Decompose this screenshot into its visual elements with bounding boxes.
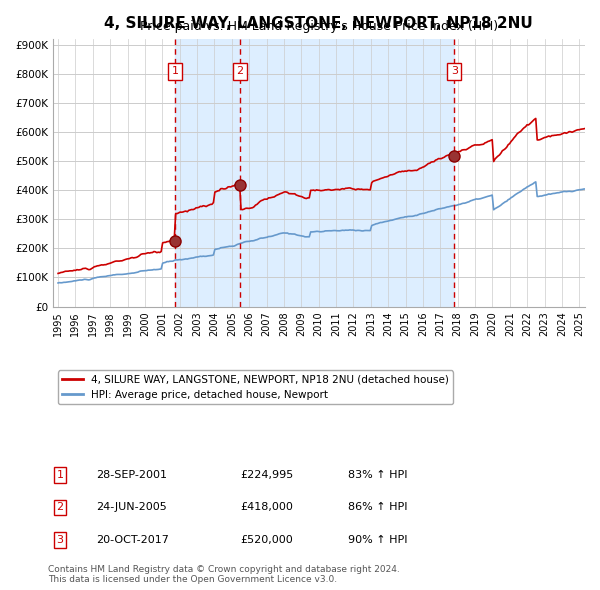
Text: 1: 1 — [172, 67, 179, 77]
Title: 4, SILURE WAY, LANGSTONE, NEWPORT, NP18 2NU: 4, SILURE WAY, LANGSTONE, NEWPORT, NP18 … — [104, 17, 533, 31]
Text: Contains HM Land Registry data © Crown copyright and database right 2024.
This d: Contains HM Land Registry data © Crown c… — [48, 565, 400, 584]
Text: £520,000: £520,000 — [240, 535, 293, 545]
Text: 28-SEP-2001: 28-SEP-2001 — [96, 470, 167, 480]
Text: 83% ↑ HPI: 83% ↑ HPI — [348, 470, 407, 480]
Text: 3: 3 — [56, 535, 64, 545]
Text: 86% ↑ HPI: 86% ↑ HPI — [348, 503, 407, 512]
Text: 90% ↑ HPI: 90% ↑ HPI — [348, 535, 407, 545]
Text: 2: 2 — [236, 67, 244, 77]
Bar — [175, 40, 454, 306]
Legend: 4, SILURE WAY, LANGSTONE, NEWPORT, NP18 2NU (detached house), HPI: Average price: 4, SILURE WAY, LANGSTONE, NEWPORT, NP18 … — [58, 371, 454, 404]
Text: £224,995: £224,995 — [240, 470, 293, 480]
Text: 3: 3 — [451, 67, 458, 77]
Text: 2: 2 — [56, 503, 64, 512]
Text: Price paid vs. HM Land Registry's House Price Index (HPI): Price paid vs. HM Land Registry's House … — [140, 19, 498, 32]
Text: 1: 1 — [56, 470, 64, 480]
Text: 24-JUN-2005: 24-JUN-2005 — [96, 503, 167, 512]
Text: £418,000: £418,000 — [240, 503, 293, 512]
Text: 20-OCT-2017: 20-OCT-2017 — [96, 535, 169, 545]
